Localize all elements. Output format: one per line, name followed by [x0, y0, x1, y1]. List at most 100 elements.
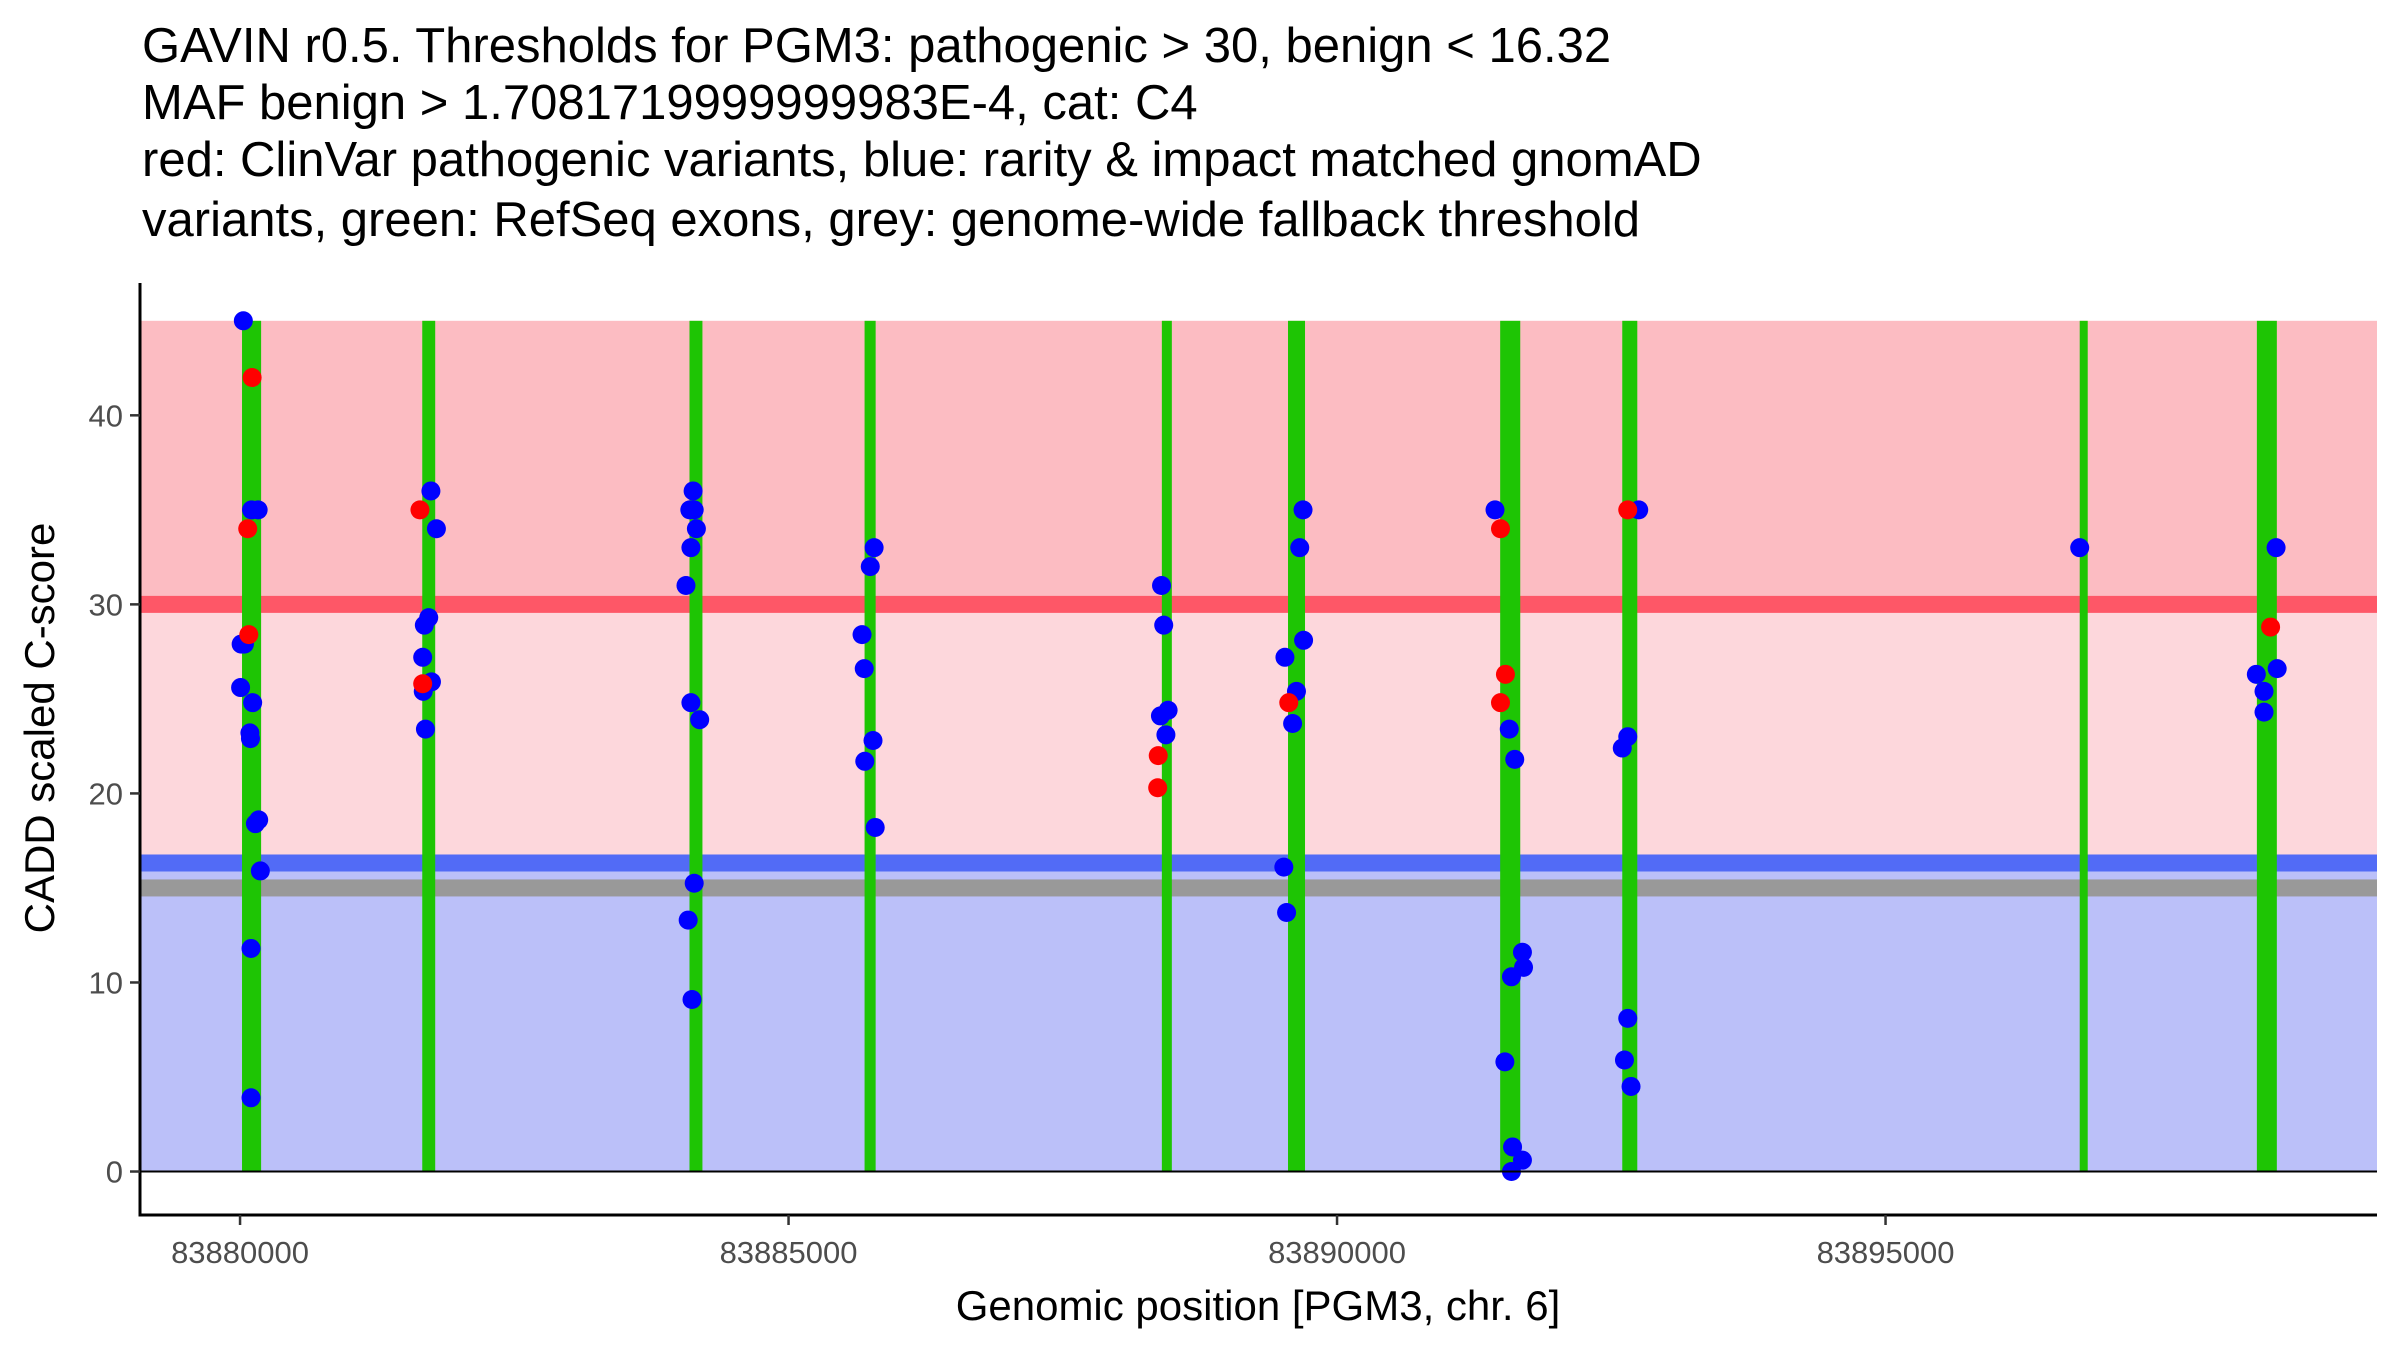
gnomad-point	[414, 615, 434, 635]
y-axis-title: CADD scaled C-score	[16, 523, 63, 934]
clinvar-point	[1490, 693, 1510, 713]
x-tick-label: 83890000	[1268, 1235, 1406, 1270]
gnomad-point	[1618, 1008, 1638, 1028]
clinvar-point	[410, 500, 430, 520]
gnomad-point	[1614, 1050, 1634, 1070]
gnomad-point	[426, 519, 446, 539]
clinvar-point	[238, 519, 258, 539]
variant-points	[231, 311, 2287, 1182]
gnomad-point	[683, 481, 703, 501]
gnomad-point	[241, 1088, 261, 1108]
y-tick-label: 10	[89, 965, 123, 1000]
gnomad-point	[1294, 630, 1314, 650]
gnomad-point	[1499, 719, 1519, 739]
gnomad-point	[678, 910, 698, 930]
clinvar-point	[242, 368, 262, 388]
x-tick-label: 83880000	[171, 1235, 309, 1270]
threshold-line-pathogenic	[140, 595, 2377, 613]
exon-bar-5	[1161, 320, 1172, 1172]
clinvar-point	[1495, 664, 1515, 684]
gnomad-point	[852, 625, 872, 645]
clinvar-point	[1148, 746, 1168, 766]
clinvar-point	[1148, 778, 1168, 798]
exon-bar-9	[2079, 320, 2088, 1172]
gnomad-point	[2267, 659, 2287, 679]
title-line-2: MAF benign > 1.7081719999999983E-4, cat:…	[142, 76, 1198, 130]
gnomad-point	[854, 659, 874, 679]
gnomad-point	[1154, 615, 1174, 635]
gnomad-point	[2070, 538, 2090, 558]
gnomad-point	[2254, 681, 2274, 701]
gnomad-point	[865, 817, 885, 837]
title-line-3: red: ClinVar pathogenic variants, blue: …	[142, 133, 1702, 187]
gnomad-point	[681, 693, 701, 713]
axes: 83880000 83885000 83890000 83895000 0 10 20 30 4…	[89, 283, 2377, 1270]
gnomad-point	[1495, 1052, 1515, 1072]
gnomad-point	[1290, 538, 1310, 558]
y-tick-label: 0	[106, 1155, 123, 1190]
gnomad-point	[233, 311, 253, 331]
exon-bar-3	[689, 320, 703, 1172]
x-axis-title: Genomic position [PGM3, chr. 6]	[956, 1282, 1561, 1329]
title-line-1: GAVIN r0.5. Thresholds for PGM3: pathoge…	[142, 19, 1611, 73]
gnomad-point	[681, 538, 701, 558]
y-tick-label: 40	[89, 398, 123, 433]
gnomad-point	[248, 500, 268, 520]
gnomad-point	[1152, 575, 1172, 595]
gnomad-point	[1501, 967, 1521, 987]
gnomad-point	[1283, 713, 1303, 733]
clinvar-point	[239, 625, 259, 645]
gnomad-point	[1621, 1076, 1641, 1096]
threshold-line-fallback	[140, 879, 2377, 897]
gnomad-point	[1503, 1137, 1523, 1157]
gnomad-point	[421, 481, 441, 501]
x-tick-label: 83895000	[1817, 1235, 1955, 1270]
y-tick-label: 20	[89, 776, 123, 811]
gnomad-point	[1505, 749, 1525, 769]
title-line-4: variants, green: RefSeq exons, grey: gen…	[142, 193, 1640, 247]
exon-bar-6	[1288, 320, 1306, 1172]
clinvar-point	[1618, 500, 1638, 520]
gnomad-point	[1275, 647, 1295, 667]
chart-title: GAVIN r0.5. Thresholds for PGM3: pathoge…	[142, 19, 1702, 247]
gnomad-point	[231, 678, 251, 698]
gnomad-point	[1150, 706, 1170, 726]
clinvar-point	[1279, 693, 1299, 713]
gnomad-point	[1274, 857, 1294, 877]
region-pathogenic	[140, 320, 2377, 605]
exon-bar-7	[1500, 320, 1521, 1172]
gnomad-point	[684, 873, 704, 893]
gnomad-point	[2254, 702, 2274, 722]
region-vus	[140, 604, 2377, 863]
threshold-regions	[140, 320, 2377, 1172]
threshold-line-benign	[140, 854, 2377, 872]
gnomad-point	[676, 575, 696, 595]
gnomad-point	[413, 647, 433, 667]
gnomad-point	[1512, 942, 1532, 962]
gnomad-point	[2246, 664, 2266, 684]
gnomad-point	[863, 730, 883, 750]
gnomad-point	[860, 557, 880, 577]
clinvar-point	[2261, 617, 2281, 637]
gnomad-point	[684, 500, 704, 520]
gnomad-point	[690, 710, 710, 730]
clinvar-point	[1490, 519, 1510, 539]
gnomad-point	[240, 729, 260, 749]
exon-bar-2	[422, 320, 436, 1172]
gnomad-point	[250, 861, 270, 881]
gnomad-point	[243, 693, 263, 713]
gnomad-point	[241, 938, 261, 958]
gnomad-point	[686, 519, 706, 539]
gnomad-point	[415, 719, 435, 739]
gnomad-point	[1156, 725, 1176, 745]
gnomad-point	[682, 989, 702, 1009]
gnomad-point	[2266, 538, 2286, 558]
gnomad-point	[1485, 500, 1505, 520]
gnomad-point	[864, 538, 884, 558]
gnomad-point	[855, 751, 875, 771]
gnomad-point	[1293, 500, 1313, 520]
y-tick-label: 30	[89, 587, 123, 622]
gnomad-point	[1612, 738, 1632, 758]
gnomad-point	[1277, 903, 1297, 923]
